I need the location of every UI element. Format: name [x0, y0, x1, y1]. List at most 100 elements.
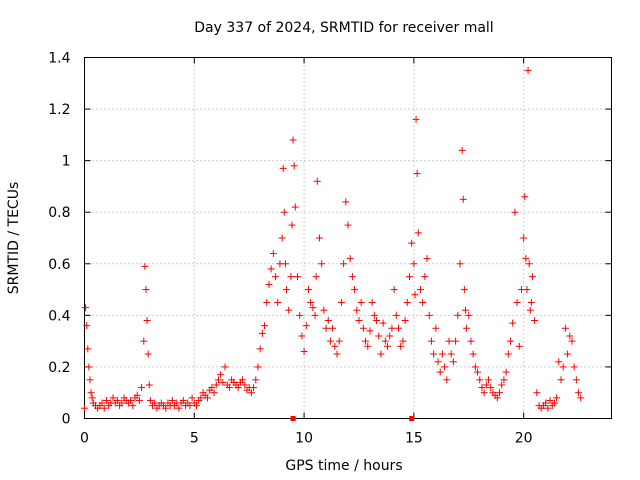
data-point: [241, 381, 249, 389]
data-point: [465, 311, 473, 319]
y-tick-label: 0.2: [48, 360, 70, 376]
data-point: [288, 221, 296, 229]
data-point: [359, 324, 367, 332]
data-point: [447, 350, 455, 358]
data-point: [368, 298, 376, 306]
data-point: [493, 394, 501, 402]
data-point: [353, 306, 361, 314]
y-tick-label: 1: [62, 154, 71, 170]
data-point: [179, 396, 187, 404]
data-point: [496, 389, 504, 397]
data-point: [302, 322, 310, 330]
data-point: [258, 329, 266, 337]
data-point: [287, 273, 295, 281]
data-point: [133, 391, 141, 399]
data-point: [141, 262, 149, 270]
data-point: [411, 291, 419, 299]
data-point: [102, 396, 110, 404]
data-point: [459, 195, 467, 203]
data-point: [254, 363, 262, 371]
y-axis-label: SRMTID / TECUs: [6, 182, 22, 295]
data-point: [449, 358, 457, 366]
data-points: [81, 66, 585, 421]
data-point: [379, 319, 387, 327]
data-point: [568, 337, 576, 345]
data-point: [553, 394, 561, 402]
data-point: [469, 350, 477, 358]
data-point: [197, 394, 205, 402]
data-point: [421, 273, 429, 281]
data-point: [485, 376, 493, 384]
data-point: [364, 342, 372, 350]
data-point: [188, 394, 196, 402]
data-point: [523, 286, 531, 294]
data-point: [362, 337, 370, 345]
data-point: [416, 286, 424, 294]
data-point: [550, 399, 558, 407]
data-point: [386, 332, 394, 340]
grid: [84, 57, 612, 419]
data-point: [504, 350, 512, 358]
data-point: [82, 304, 90, 312]
data-point: [313, 177, 321, 185]
data-point: [531, 317, 539, 325]
data-point: [300, 347, 308, 355]
data-point: [329, 324, 337, 332]
data-point: [98, 399, 106, 407]
data-point: [375, 332, 383, 340]
data-point: [304, 286, 312, 294]
data-point: [526, 306, 534, 314]
data-point: [397, 342, 405, 350]
data-point: [219, 378, 227, 386]
plot-frame: [84, 57, 612, 419]
data-point: [144, 350, 152, 358]
axis-marker: [290, 416, 296, 421]
data-point: [118, 399, 126, 407]
data-point: [335, 337, 343, 345]
y-tick-label: 1.2: [48, 102, 70, 118]
data-point: [146, 396, 154, 404]
data-point: [461, 306, 469, 314]
data-point: [467, 337, 475, 345]
data-point: [577, 394, 585, 402]
data-point: [256, 345, 264, 353]
data-point: [129, 402, 137, 410]
data-point: [506, 337, 514, 345]
data-point: [388, 324, 396, 332]
data-point: [84, 345, 92, 353]
data-point: [127, 396, 135, 404]
data-point: [509, 319, 517, 327]
x-tick-label: 20: [515, 431, 533, 447]
x-tick-label: 10: [295, 431, 313, 447]
data-point: [572, 376, 580, 384]
data-point: [570, 363, 578, 371]
data-point: [522, 255, 530, 263]
data-point: [478, 384, 486, 392]
data-point: [272, 273, 280, 281]
data-point: [425, 311, 433, 319]
data-point: [113, 396, 121, 404]
data-point: [291, 203, 299, 211]
data-point: [555, 358, 563, 366]
data-point: [419, 298, 427, 306]
data-point: [520, 234, 528, 242]
data-point: [528, 273, 536, 281]
data-point: [322, 324, 330, 332]
data-point: [281, 260, 289, 268]
data-point: [298, 332, 306, 340]
data-point: [151, 399, 159, 407]
data-point: [346, 255, 354, 263]
data-point: [515, 342, 523, 350]
data-point: [357, 298, 365, 306]
data-point: [384, 342, 392, 350]
data-point: [414, 229, 422, 237]
data-point: [432, 324, 440, 332]
data-point: [436, 368, 444, 376]
data-point: [458, 146, 466, 154]
data-point: [480, 389, 488, 397]
y-tick-label: 1.4: [48, 51, 70, 67]
data-point: [502, 368, 510, 376]
data-point: [430, 350, 438, 358]
x-tick-label: 0: [80, 431, 89, 447]
data-point: [399, 337, 407, 345]
